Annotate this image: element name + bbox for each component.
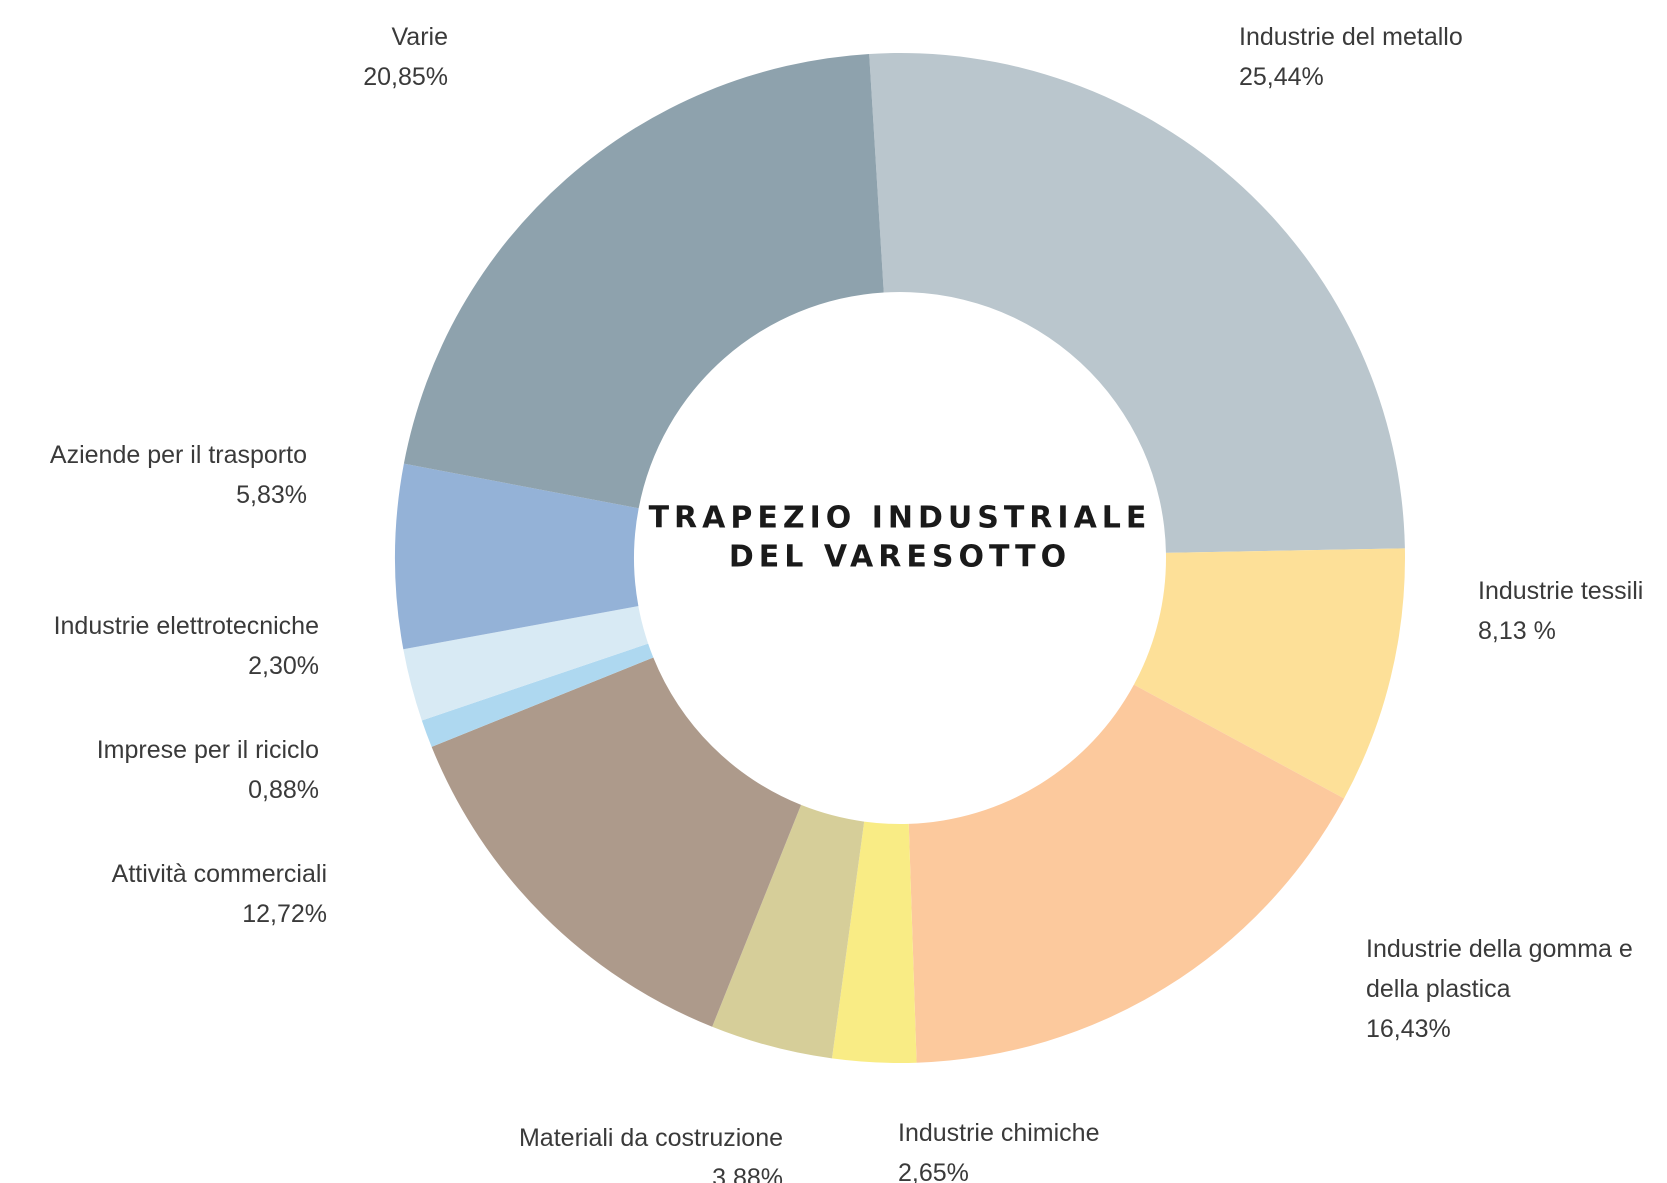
slice-label: Industrie del metallo 25,44%: [1239, 17, 1463, 97]
slice-label: Industrie della gomma e della plastica 16…: [1366, 929, 1656, 1049]
donut-slice: [831, 821, 917, 1064]
slice-label: Aziende per il trasporto 5,83%: [50, 435, 307, 515]
donut-slice: [395, 463, 639, 650]
label-value: 5,83%: [236, 481, 307, 509]
label-value: 0,88%: [248, 776, 319, 804]
label-value: 8,13 %: [1478, 617, 1556, 645]
label-value: 12,72%: [242, 900, 327, 928]
label-name: Industrie tessili: [1478, 577, 1644, 605]
label-name: Industrie chimiche: [898, 1119, 1100, 1147]
donut-slice: [869, 53, 1405, 553]
slice-label: Varie 20,85%: [363, 17, 448, 97]
label-name: Industrie del metallo: [1239, 23, 1463, 51]
donut-slice: [431, 657, 802, 1027]
label-value: 20,85%: [363, 63, 448, 91]
label-name: Materiali da costruzione: [518, 1124, 783, 1152]
donut-slice: [712, 804, 865, 1059]
slice-label: Industrie tessili 8,13 %: [1478, 571, 1643, 651]
donut-slice: [421, 643, 654, 747]
slice-label: Attività commerciali 12,72%: [112, 854, 327, 934]
label-name: Varie: [391, 23, 448, 51]
label-value: 16,43%: [1366, 1015, 1451, 1043]
slice-label: Industrie elettrotecniche 2,30%: [54, 606, 319, 686]
label-name: Imprese per il riciclo: [96, 736, 319, 764]
slice-label: Industrie chimiche 2,65%: [898, 1113, 1099, 1183]
slice-label: Materiali da costruzione 3,88%: [519, 1118, 783, 1183]
donut-slice: [403, 606, 649, 721]
label-value: 2,65%: [898, 1159, 969, 1183]
center-title: DEL VARESOTTO: [729, 540, 1071, 575]
label-value: 3,88%: [712, 1164, 783, 1183]
slice-label: Imprese per il riciclo 0,88%: [97, 730, 319, 810]
label-name: Attività commerciali: [111, 860, 327, 888]
label-name: Industrie della gomma e della plastica: [1366, 935, 1633, 1003]
label-name: Aziende per il trasporto: [49, 441, 307, 469]
donut-slice: [403, 53, 884, 509]
label-name: Industrie elettrotecniche: [53, 612, 319, 640]
label-value: 25,44%: [1239, 63, 1324, 91]
label-value: 2,30%: [248, 652, 319, 680]
donut-slice: [908, 684, 1345, 1063]
donut-slice: [1133, 548, 1405, 799]
center-title: TRAPEZIO INDUSTRIALE: [649, 501, 1152, 536]
